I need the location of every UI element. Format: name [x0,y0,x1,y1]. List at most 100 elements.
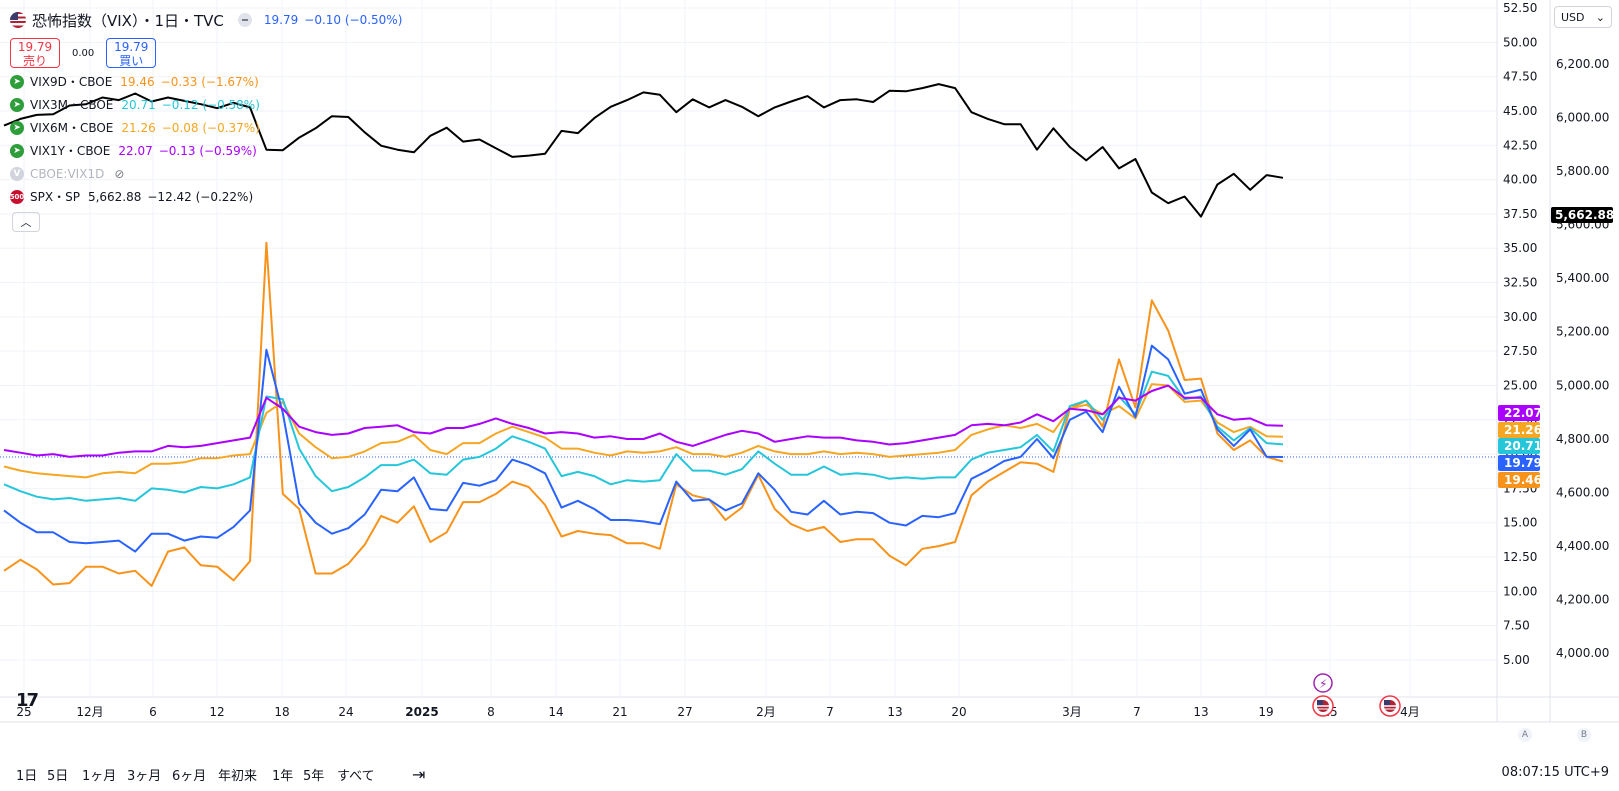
symbol-logo-icon: ➤ [10,97,24,112]
bottom-toolbar: 1日 5日 1ヶ月 3ヶ月 6ヶ月 年初来 1年 5年 すべて ⇥ 08:07:15 UTC+9 [0,753,1619,791]
last-value-text: 22.07 [1504,406,1542,420]
y-left-tick-label: 52.50 [1503,1,1537,15]
series-line-spx[interactable] [3,83,1284,218]
spx-legend-row[interactable]: 500 SPX・SP 5,662.88 −12.42 (−0.22%) [10,185,402,208]
buy-price: 19.79 [114,40,149,54]
x-tick-label: 3月 [1062,705,1082,719]
main-symbol-row[interactable]: 恐怖指数（VIX）・1日・TVC 19.79 −0.10 (−0.50%) [10,8,402,32]
y-left-tick-label: 5.00 [1503,653,1530,667]
spx-change: −12.42 (−0.22%) [147,189,254,204]
hidden-symbol-row[interactable]: V CBOE:VIX1D ⊘ [10,162,402,185]
range-button-8[interactable]: すべて [337,769,375,784]
spread-value: 0.00 [72,47,95,59]
x-tick-label: 7 [826,705,834,719]
last-value-badge-vix9d: 19.46 [1498,472,1542,488]
x-tick-label: 12月 [76,705,103,719]
main-symbol-title[interactable]: 恐怖指数（VIX）・1日・TVC [32,11,224,30]
currency-select[interactable]: USD ⌄ [1554,6,1612,28]
legend-row-vix1y[interactable]: ➤ VIX1Y・CBOE 22.07 −0.13 (−0.59%) [10,139,402,162]
x-tick-label: 24 [338,705,353,719]
y-right-tick-label: 5,200.00 [1556,325,1609,339]
last-value-badge-vix6m: 21.26 [1498,422,1542,438]
legend-value: 20.71 [121,97,156,112]
x-tick-label: 12 [209,705,224,719]
legend-symbol: VIX9D・CBOE [30,75,113,89]
goto-date-icon[interactable]: ⇥ [412,765,426,784]
legend-row-vix3m[interactable]: ➤ VIX3M・CBOE 20.71 −0.12 (−0.58%) [10,93,402,116]
axis-b-button[interactable]: B [1577,728,1591,742]
event-lightning-icon[interactable] [1313,673,1333,693]
y-left-tick-label: 10.00 [1503,584,1537,598]
legend-symbol: VIX3M・CBOE [30,98,114,112]
legend-change: −0.33 (−1.67%) [160,74,259,89]
y-left-tick-label: 27.50 [1503,344,1537,358]
legend-value: 19.46 [120,74,155,89]
y-right-tick-label: 5,400.00 [1556,271,1609,285]
series-line-vix[interactable] [3,344,1284,553]
last-value-badge-vix1y: 22.07 [1498,405,1542,421]
last-value-text: 5,662.88 [1555,208,1614,222]
symbol-logo-icon: ➤ [10,143,24,158]
y-right-tick-label: 4,000.00 [1556,646,1609,660]
y-right-tick-label: 5,800.00 [1556,164,1609,178]
last-value-badge-vix: 19.79 [1498,455,1542,471]
y-left-tick-label: 25.00 [1503,378,1537,392]
legend-change: −0.08 (−0.37%) [161,120,260,135]
x-tick-label: 20 [951,705,966,719]
sell-button[interactable]: 19.79 売り [10,38,60,68]
legend-symbol: VIX1Y・CBOE [30,144,111,158]
eye-hidden-icon[interactable]: ⊘ [114,166,125,181]
legend-row-vix6m[interactable]: ➤ VIX6M・CBOE 21.26 −0.08 (−0.37%) [10,116,402,139]
y-right-tick-label: 6,000.00 [1556,111,1609,125]
y-right-tick-label: 5,000.00 [1556,378,1609,392]
x-tick-label: 7 [1133,705,1141,719]
y-left-tick-label: 50.00 [1503,35,1537,49]
legend-value: 22.07 [118,143,153,158]
chevron-up-icon: ︿ [20,216,32,229]
clock-display[interactable]: 08:07:15 UTC+9 [1501,765,1609,780]
x-tick-label: 25 [16,705,31,719]
y-left-tick-label: 15.00 [1503,516,1537,530]
y-left-tick-label: 47.50 [1503,70,1537,84]
y-right-tick-label: 4,800.00 [1556,432,1609,446]
y-right-tick-label: 6,200.00 [1556,57,1609,71]
x-tick-label: 18 [274,705,289,719]
y-right-tick-label: 4,200.00 [1556,592,1609,606]
range-button-5[interactable]: 年初来 [218,769,258,784]
lightning-glyph: ⚡ [1319,677,1327,691]
chevron-down-icon: ⌄ [1595,11,1605,24]
symbol-logo-icon: ➤ [10,74,24,89]
range-button-3[interactable]: 3ヶ月 [127,769,162,784]
y-left-tick-label: 45.00 [1503,104,1537,118]
tradingview-logo[interactable]: 17 [16,690,39,711]
y-left-tick-label: 30.00 [1503,310,1537,324]
event-flag-icon[interactable] [1312,695,1334,717]
range-button-2[interactable]: 1ヶ月 [82,769,117,784]
y-left-tick-label: 32.50 [1503,276,1537,290]
collapse-legend-button[interactable]: ︿ [12,212,40,232]
last-value-text: 20.71 [1504,439,1542,453]
us-flag-icon [10,12,26,28]
chart-canvas[interactable]: 52.50 50.00 47.50 45.00 42.50 40.00 37.50 35.00… [0,0,1619,753]
x-tick-label: 14 [548,705,563,719]
sell-price: 19.79 [17,40,53,54]
series-line-vix1y[interactable] [3,384,1284,458]
market-status-icon[interactable] [237,13,252,27]
buy-button[interactable]: 19.79 買い [106,38,157,68]
range-button-6[interactable]: 1年 [272,769,294,784]
symbol-logo-icon: ➤ [10,120,24,135]
range-button-0[interactable]: 1日 [16,769,38,784]
x-tick-label: 27 [677,705,692,719]
legend-row-vix9d[interactable]: ➤ VIX9D・CBOE 19.46 −0.33 (−1.67%) [10,70,402,93]
series-line-vix3m[interactable] [3,370,1284,502]
range-button-4[interactable]: 6ヶ月 [172,769,207,784]
y-left-tick-label: 35.00 [1503,241,1537,255]
range-button-1[interactable]: 5日 [47,769,69,784]
event-flag-icon[interactable] [1379,695,1401,717]
last-value-text: 21.26 [1504,423,1542,437]
sell-label: 売り [22,54,47,68]
y-left-tick-label: 42.50 [1503,138,1537,152]
axis-auto-button[interactable]: A [1518,728,1532,742]
range-button-7[interactable]: 5年 [303,769,325,784]
x-tick-label: 4月 [1400,705,1420,719]
